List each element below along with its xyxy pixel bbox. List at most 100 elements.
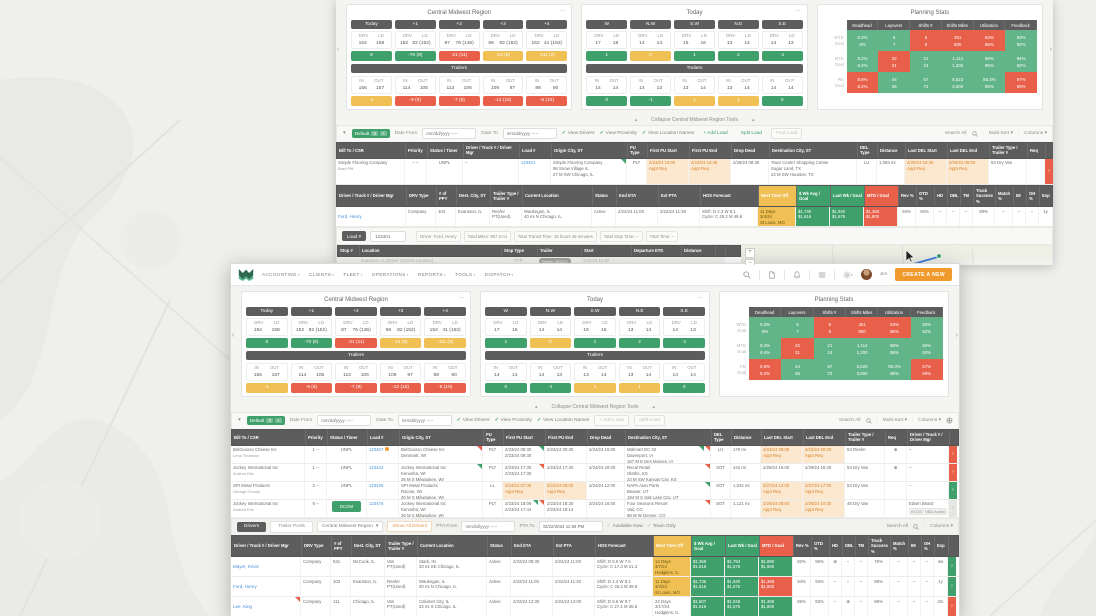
- column-header[interactable]: OTD %: [812, 535, 830, 557]
- ext-pta-cell[interactable]: 2/22/24 14:00: [553, 597, 595, 616]
- show-all-drivers-button[interactable]: Show All Drivers: [387, 521, 433, 533]
- split-load-button[interactable]: Split Load: [633, 415, 666, 427]
- column-header[interactable]: Ext PTA: [554, 535, 596, 557]
- driver-row[interactable]: Lee, King #7102 VBD Danny Company 111 Ch…: [231, 597, 959, 616]
- pu-start-cell[interactable]: 2/23/24 09:30 2/23/24 09:30: [503, 445, 545, 463]
- assigned-driver-cell[interactable]: –: [907, 463, 949, 481]
- planning-column-header[interactable]: Feedback: [1005, 20, 1037, 30]
- column-header[interactable]: End ETA: [512, 535, 554, 557]
- column-header[interactable]: PU Type: [484, 429, 504, 445]
- column-header[interactable]: # of PPY: [437, 185, 457, 207]
- column-header[interactable]: DEL Type: [858, 142, 878, 158]
- nav-menu-item[interactable]: Fleet ▾: [343, 272, 362, 277]
- trailer-summary-cell[interactable]: -1: [529, 382, 572, 393]
- pu-end-cell[interactable]: 2/23/24 16:45 Appt Req: [689, 158, 731, 184]
- today-panel-title[interactable]: Today —: [686, 8, 801, 16]
- panels-next-button[interactable]: ›: [1049, 46, 1052, 53]
- load-row[interactable]: Jockey International Inc Andrea Eric 1 – …: [231, 463, 959, 482]
- day-column-header[interactable]: N.W: [529, 307, 572, 316]
- column-header[interactable]: First PU End: [546, 429, 588, 445]
- column-header[interactable]: DEL Type: [712, 429, 732, 445]
- day-column-header[interactable]: +1: [394, 20, 436, 29]
- column-header[interactable]: Drop Dead: [588, 429, 626, 445]
- row-action-button[interactable]: ›: [948, 557, 956, 577]
- trailer-summary-cell[interactable]: -9 (6): [290, 382, 333, 393]
- avatar[interactable]: [860, 269, 872, 280]
- split-load-button[interactable]: Split Load: [740, 131, 763, 137]
- stop-etd-cell[interactable]: [631, 256, 681, 265]
- gear-icon[interactable]: ▾: [843, 270, 853, 279]
- row-action-button[interactable]: ›: [949, 463, 957, 481]
- default-filter-badge[interactable]: Default 3 +: [246, 416, 285, 426]
- column-header[interactable]: HD: [935, 185, 948, 207]
- day-column-header[interactable]: W: [485, 307, 527, 316]
- ext-pta-cell[interactable]: 2/22/24 11:00: [553, 557, 595, 577]
- day-column-header[interactable]: +3: [482, 20, 524, 29]
- nav-menu-item[interactable]: Accounting ▾: [262, 272, 300, 277]
- trailer-summary-cell[interactable]: -1: [246, 382, 288, 393]
- filter-icon[interactable]: ▼: [237, 418, 242, 424]
- panels-prev-button[interactable]: ‹: [232, 332, 235, 339]
- column-header[interactable]: First PU Start: [504, 429, 546, 445]
- column-header[interactable]: IM: [1014, 185, 1027, 207]
- column-header[interactable]: OTD %: [917, 185, 935, 207]
- driver-row[interactable]: Mayer, Kevin #7105 VBD Danny Company 531…: [231, 557, 959, 578]
- driver-name-cell[interactable]: Lee, King #7102 VBD Danny: [231, 597, 301, 616]
- stop-warning-icon[interactable]: [715, 256, 725, 265]
- nav-menu-item[interactable]: Reports ▾: [418, 272, 446, 277]
- assigned-driver-cell[interactable]: –: [907, 445, 949, 463]
- column-header[interactable]: $ Wk Avg / Goal: [797, 185, 831, 207]
- column-header[interactable]: Trailer Type / Trailer #: [386, 535, 418, 557]
- column-header[interactable]: Next Time Off: [654, 535, 692, 557]
- map-zoom-out-button[interactable]: −: [745, 259, 755, 265]
- capacity-summary-cell[interactable]: -111 (2): [424, 337, 466, 348]
- toolbar-checkbox[interactable]: ✓ View Drivers: [562, 131, 595, 136]
- column-header[interactable]: Current Location: [418, 535, 488, 557]
- column-header[interactable]: Truck Success %: [974, 185, 996, 207]
- column-header[interactable]: Last DEL Start: [906, 142, 948, 158]
- planning-panel-title[interactable]: Planning Stats: [814, 297, 854, 303]
- columns-button[interactable]: Columns ▾: [918, 418, 941, 424]
- load-number-cell[interactable]: 123401: [519, 158, 551, 184]
- date-from-input[interactable]: [317, 415, 372, 427]
- day-column-header[interactable]: N.E: [618, 307, 661, 316]
- del-end-cell[interactable]: 2/24/24 20:00 Appt Req: [803, 445, 845, 463]
- column-header[interactable]: MTD / Goal: [865, 185, 899, 207]
- column-header[interactable]: # of PPY: [332, 535, 352, 557]
- column-header[interactable]: Last DEL Start: [762, 429, 804, 445]
- planning-column-header[interactable]: Utilization: [973, 20, 1006, 30]
- pu-end-cell[interactable]: 2/23/24 09:30: [545, 445, 587, 463]
- pu-start-cell[interactable]: 2/23/24 10:00 Appt Req: [647, 158, 689, 184]
- column-header[interactable]: [716, 246, 726, 256]
- available-now-checkbox[interactable]: ✓ Available Now: [606, 524, 643, 530]
- column-header[interactable]: $ Wk Avg / Goal: [692, 535, 726, 557]
- column-header[interactable]: MTD / Goal: [760, 535, 794, 557]
- panels-next-button[interactable]: ›: [955, 332, 958, 339]
- route-map[interactable]: + −: [742, 244, 1053, 265]
- capacity-summary-cell[interactable]: -1: [663, 337, 705, 348]
- collapse-tools-bar[interactable]: ▴ Collapse Central Midwest Region Tools …: [336, 115, 1053, 125]
- add-load-button[interactable]: + Add Load: [594, 415, 629, 427]
- trailer-summary-cell[interactable]: -12 (15): [482, 95, 524, 106]
- column-header[interactable]: Exp: [935, 535, 949, 557]
- pu-end-cell[interactable]: 2/24/24 09:00 Appt Req: [545, 481, 587, 499]
- trailer-summary-cell[interactable]: 0: [485, 382, 527, 393]
- minimize-icon[interactable]: —: [795, 8, 801, 14]
- date-to-input[interactable]: [397, 415, 452, 427]
- del-start-cell[interactable]: 2/25/24 03:30 Appt Req: [905, 158, 947, 184]
- capacity-summary-cell[interactable]: -1: [761, 50, 803, 61]
- app-logo[interactable]: [238, 268, 254, 282]
- minimize-icon[interactable]: —: [560, 8, 566, 14]
- column-header[interactable]: Stop Type: [502, 246, 538, 256]
- planning-column-header[interactable]: Feedback: [910, 307, 943, 317]
- row-action-button[interactable]: ›: [948, 577, 956, 597]
- day-column-header[interactable]: S.E: [761, 20, 803, 29]
- column-header[interactable]: Bill To / CSR: [232, 429, 306, 445]
- column-header[interactable]: Stop #: [338, 246, 360, 256]
- pu-start-cell[interactable]: 2/23/24 18:09 2/23/24 17:44: [503, 499, 545, 517]
- today-panel-title[interactable]: Today —: [586, 295, 703, 303]
- trailer-summary-cell[interactable]: 1: [618, 382, 661, 393]
- capacity-summary-cell[interactable]: -70 (8): [290, 337, 333, 348]
- row-action-button[interactable]: ›: [949, 481, 957, 499]
- find-load-button[interactable]: Find Load: [771, 128, 803, 140]
